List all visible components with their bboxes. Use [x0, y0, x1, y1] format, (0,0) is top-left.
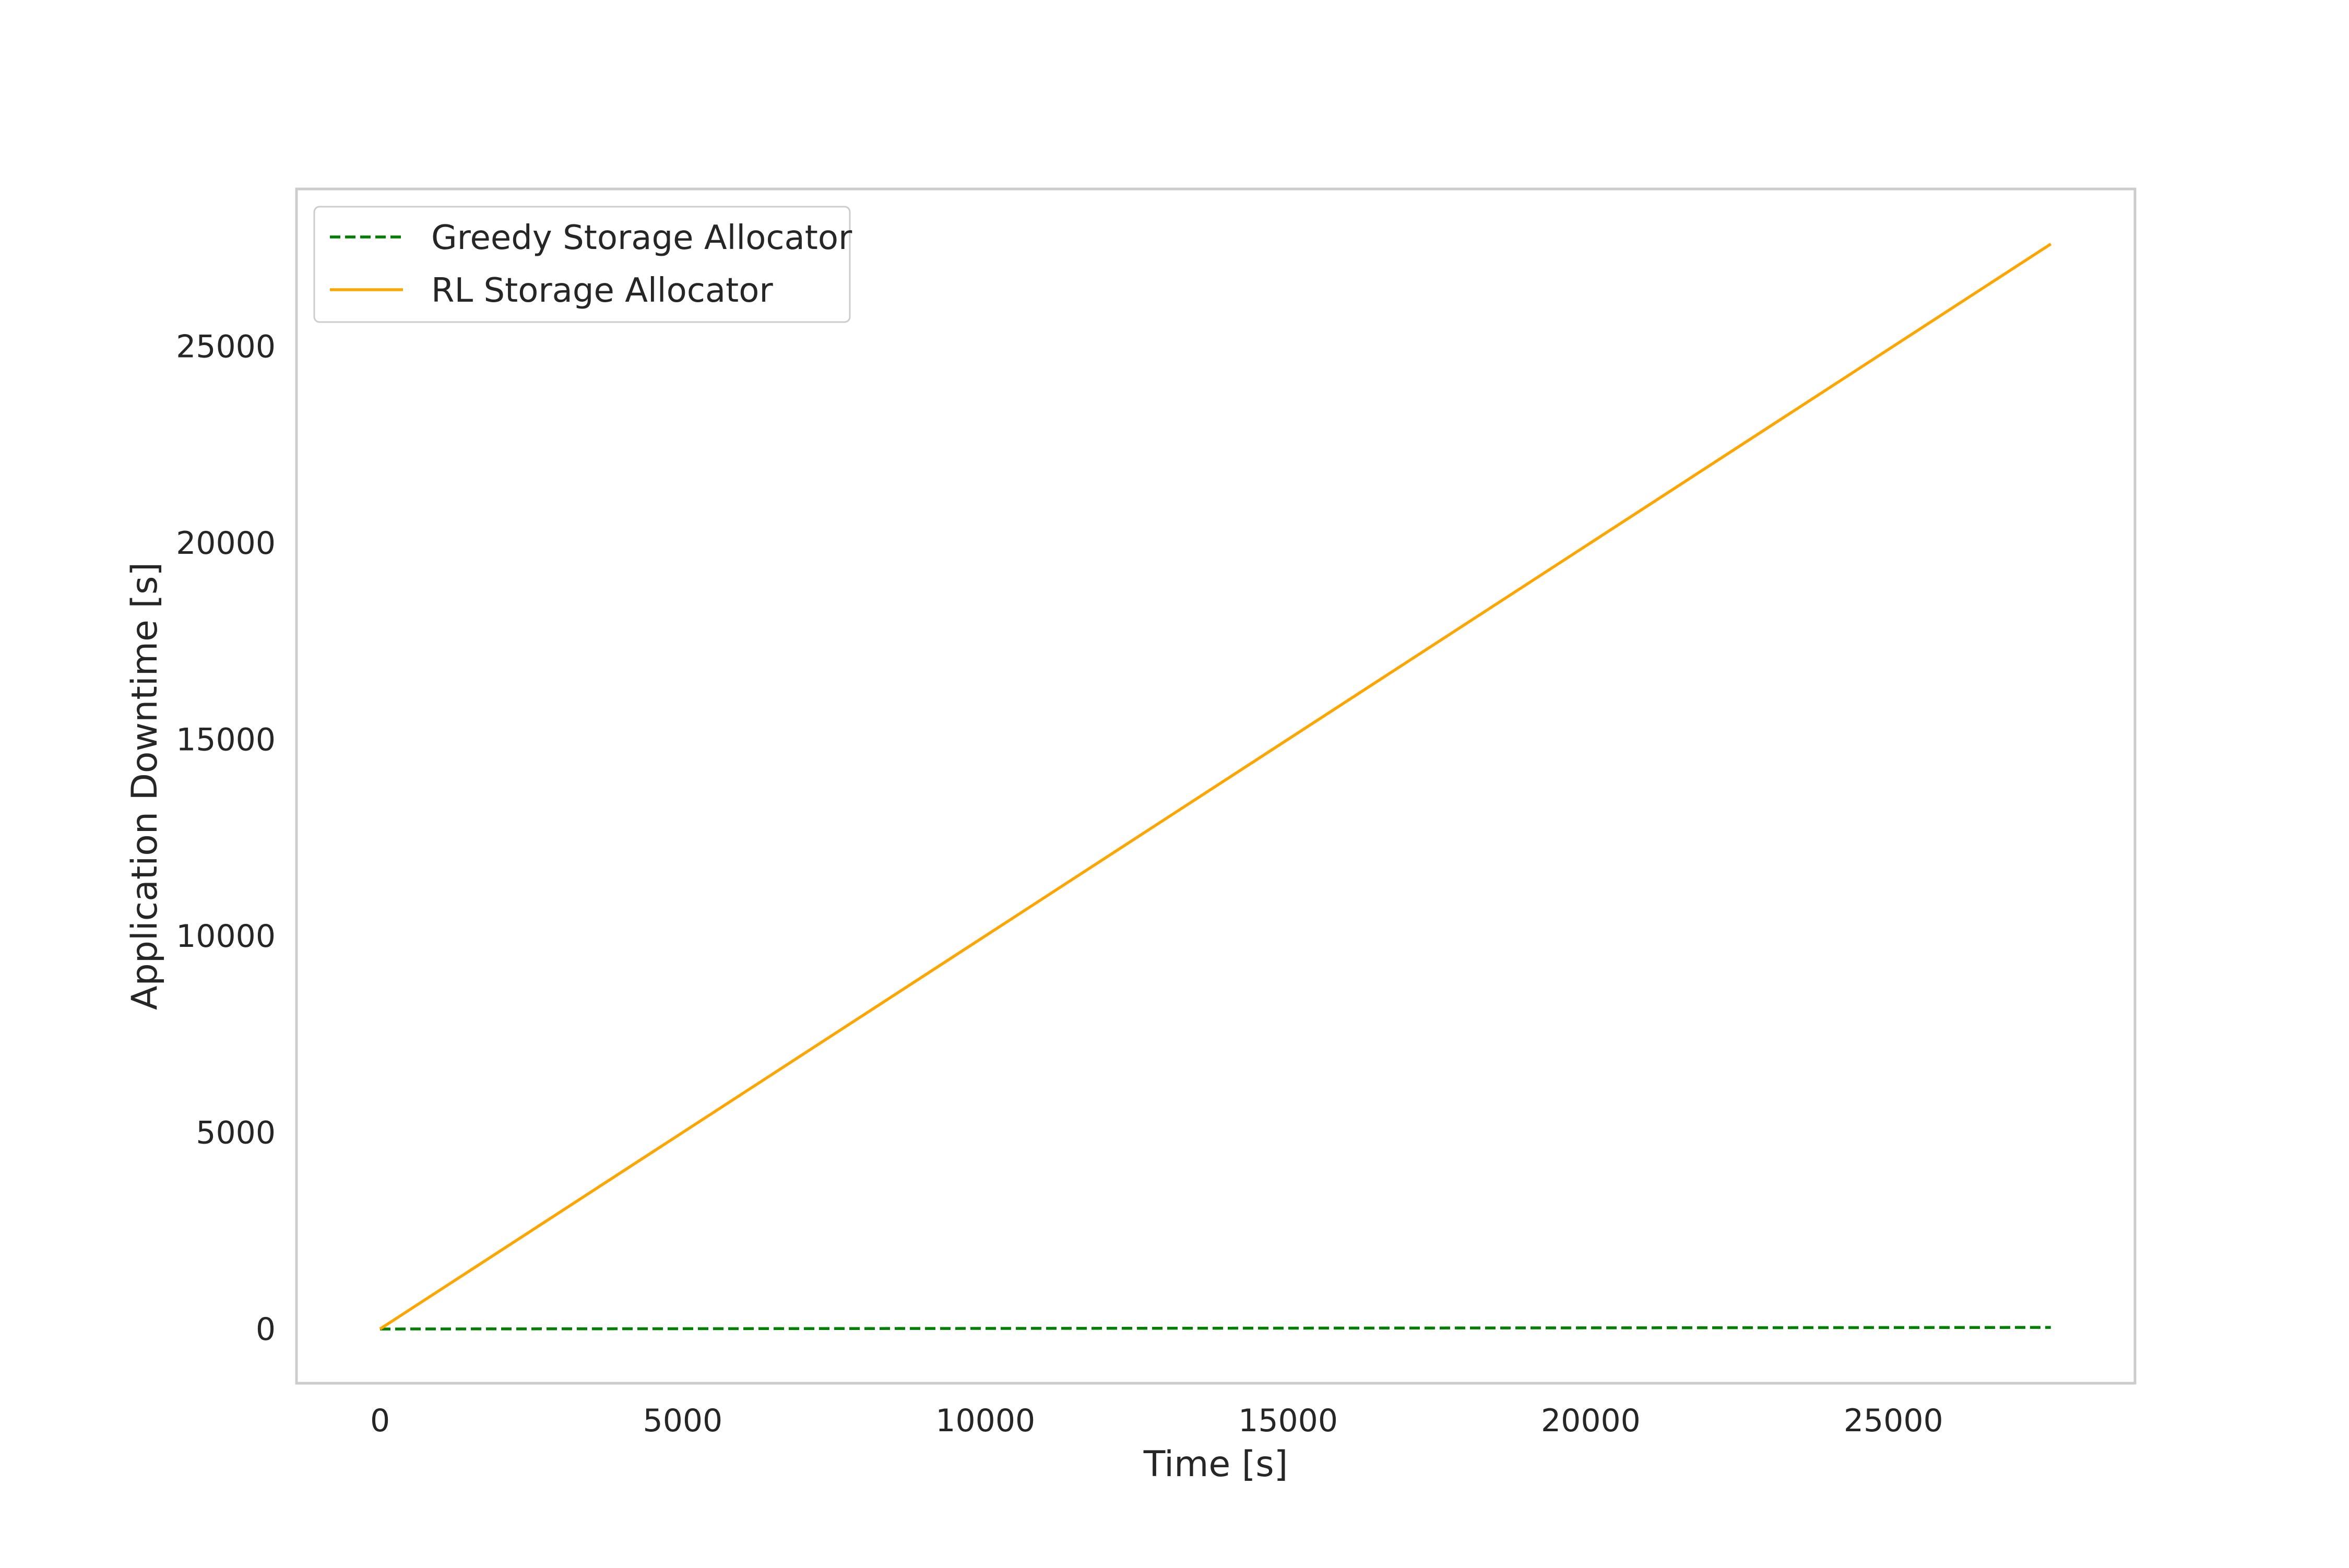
legend-label: RL Storage Allocator — [431, 271, 773, 310]
y-tick-label: 20000 — [176, 525, 276, 562]
x-tick-label: 5000 — [643, 1403, 723, 1439]
x-axis-ticks: 0 5000 10000 15000 20000 25000 — [370, 1403, 1943, 1439]
y-tick-label: 0 — [256, 1311, 276, 1348]
series-layer — [379, 243, 2052, 1331]
axes-frame — [295, 187, 2137, 1385]
x-tick-label: 20000 — [1541, 1403, 1641, 1439]
x-tick-label: 10000 — [935, 1403, 1035, 1439]
y-tick-label: 5000 — [196, 1115, 276, 1151]
x-tick-label: 15000 — [1238, 1403, 1338, 1439]
legend-box — [313, 206, 851, 323]
y-axis-label: Application Downtime [s] — [124, 562, 165, 1010]
series-line-2 — [379, 243, 2052, 1331]
legend-label: Greedy Storage Allocator — [431, 219, 852, 257]
x-tick-label: 0 — [370, 1403, 390, 1439]
series-line-1 — [379, 1326, 2051, 1331]
y-tick-label: 15000 — [176, 721, 276, 758]
y-tick-label: 25000 — [176, 328, 276, 365]
x-tick-label: 25000 — [1844, 1403, 1943, 1439]
x-axis-label: Time [s] — [1143, 1444, 1288, 1485]
legend: Greedy Storage Allocator RL Storage Alloc… — [313, 206, 852, 323]
y-tick-label: 10000 — [176, 918, 276, 955]
y-axis-ticks: 0 5000 10000 15000 20000 25000 — [176, 328, 276, 1348]
